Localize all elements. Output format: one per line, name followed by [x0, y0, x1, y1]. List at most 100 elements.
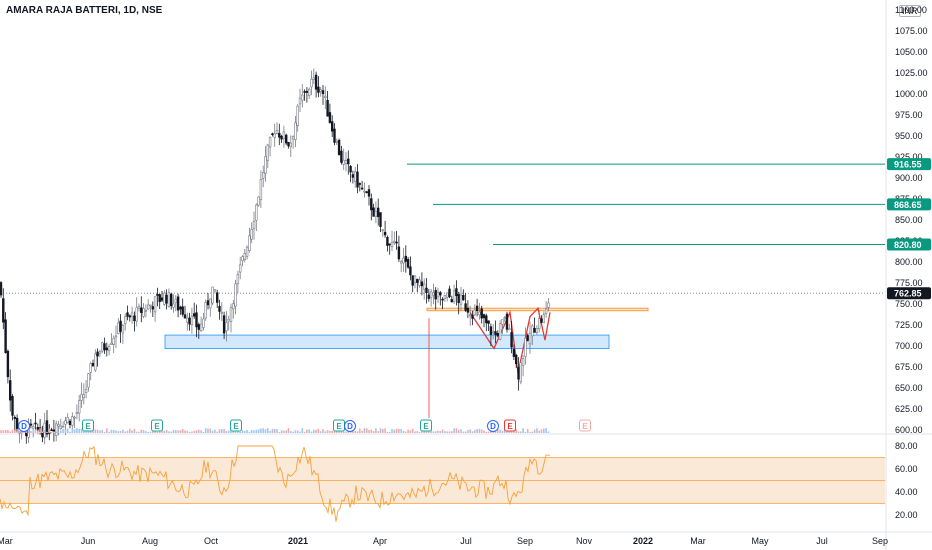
volume-bar	[46, 431, 48, 433]
candle-body	[360, 187, 364, 190]
candle-body	[103, 343, 106, 351]
volume-bar	[140, 429, 143, 433]
volume-bar	[64, 429, 67, 433]
candle-body	[489, 326, 493, 335]
candle-body	[540, 318, 543, 323]
volume-bar	[402, 430, 405, 433]
candle-body	[176, 296, 180, 311]
event-badge	[82, 419, 94, 432]
volume-bar	[62, 428, 64, 433]
volume-bar	[57, 431, 60, 433]
candle-body	[471, 314, 474, 319]
volume-bar	[43, 430, 46, 433]
candle-body	[434, 290, 437, 300]
candle-body	[335, 140, 338, 143]
candle-body	[11, 396, 14, 416]
candle-body	[427, 294, 430, 299]
volume-bar	[499, 429, 501, 433]
time-tick-label: Jul	[460, 536, 472, 546]
event-earnings-icon: E	[82, 419, 94, 432]
volume-bar	[80, 428, 83, 433]
volume-bar	[444, 431, 446, 433]
volume-bar	[411, 428, 414, 433]
candle-body	[480, 308, 483, 319]
candle-body	[317, 86, 320, 93]
candle-body	[160, 297, 164, 301]
candle-body	[130, 312, 134, 318]
candle-body	[101, 342, 104, 352]
volume-bar	[336, 430, 338, 433]
candle-body	[312, 77, 315, 80]
candle-body	[505, 313, 509, 330]
rsi-pane	[0, 445, 885, 522]
event-letter: E	[507, 422, 513, 431]
event-letter: D	[490, 422, 496, 431]
candle-body	[314, 74, 318, 90]
candle-body	[425, 287, 428, 294]
volume-bar	[108, 431, 110, 433]
candle-body	[395, 241, 398, 244]
event-letter: E	[154, 422, 160, 431]
candle-body	[347, 158, 350, 165]
candle-body	[273, 133, 276, 138]
candle-body	[436, 292, 440, 298]
volume-bar	[14, 430, 16, 433]
candle-body	[324, 95, 327, 98]
candle-body	[291, 136, 295, 140]
candle-body	[337, 139, 341, 156]
time-tick-label: 2021	[288, 536, 308, 546]
volume-bar	[126, 430, 129, 433]
volume-bar	[27, 430, 30, 433]
volume-bar	[147, 431, 149, 433]
volume-bar	[480, 429, 483, 433]
volume-bar	[432, 431, 435, 433]
candle-body	[158, 294, 161, 302]
candle-body	[464, 303, 467, 311]
rsi-tick-label: 40.00	[895, 487, 918, 497]
price-tick-label: 1050.00	[895, 47, 928, 57]
candle-body	[121, 325, 125, 334]
volume-bar	[418, 431, 421, 433]
rsi-line	[0, 445, 550, 522]
candle-body	[459, 294, 463, 305]
volume-bar	[94, 429, 97, 433]
volume-bar	[37, 431, 39, 433]
currency-badge[interactable]: INR	[899, 5, 921, 17]
volume-bar	[239, 431, 241, 433]
volume-bar	[319, 431, 322, 433]
candle-body	[259, 179, 263, 200]
volume-bar	[7, 430, 9, 433]
volume-bar	[439, 431, 442, 433]
candle-body	[257, 196, 260, 206]
candle-body	[179, 306, 182, 310]
candle-body	[140, 307, 143, 313]
candles	[0, 68, 550, 445]
event-badge	[504, 419, 516, 432]
volume-bar	[271, 428, 274, 433]
candle-body	[402, 257, 405, 264]
candle-body	[485, 315, 488, 324]
volume-bar	[515, 429, 517, 433]
time-tick-label: Jul	[816, 536, 828, 546]
price-tick-label: 800.00	[895, 257, 923, 267]
volume-bar	[356, 431, 359, 433]
volume-bar	[191, 431, 193, 433]
volume-bar	[87, 430, 90, 433]
event-letter: D	[347, 422, 353, 431]
candle-body	[57, 424, 60, 427]
candle-body	[117, 322, 120, 334]
rsi-tick-label: 20.00	[895, 510, 918, 520]
price-tick-label: 950.00	[895, 131, 923, 141]
candle-body	[528, 332, 532, 345]
price-tick-label: 1100.00	[895, 5, 927, 15]
event-dividend-icon: D	[18, 420, 30, 432]
candle-body	[310, 79, 313, 88]
volume-bar	[248, 431, 251, 433]
drawings	[0, 163, 885, 418]
volume-bar	[48, 428, 51, 433]
candle-body	[372, 207, 375, 217]
price-tick-label: 775.00	[895, 278, 923, 288]
candle-body	[78, 400, 81, 414]
candle-body	[531, 325, 534, 337]
